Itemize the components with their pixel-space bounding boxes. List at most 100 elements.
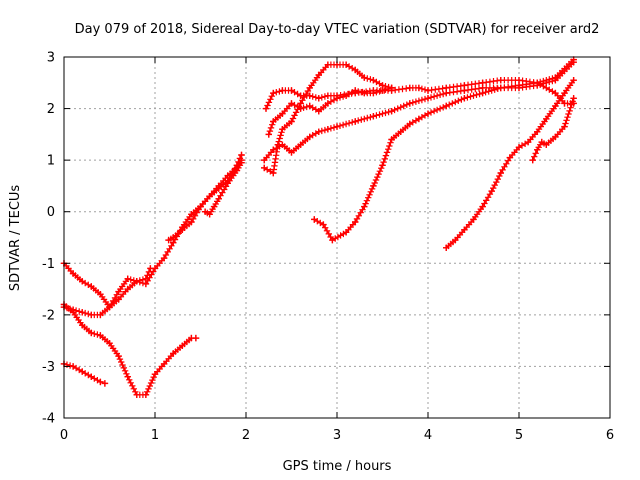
data-series-arc-12 (443, 77, 577, 251)
data-series-arc-2 (60, 301, 200, 398)
data-point (69, 306, 77, 313)
data-point (160, 360, 168, 368)
data-point (497, 77, 504, 84)
data-point (270, 118, 277, 125)
data-point (288, 118, 295, 125)
data-series-arc-6 (201, 159, 245, 218)
data-point (543, 115, 550, 123)
data-point (115, 296, 122, 303)
data-point (170, 350, 177, 357)
data-point (206, 193, 213, 200)
data-point (461, 95, 468, 102)
data-point (324, 100, 332, 107)
data-point (238, 151, 245, 159)
data-point (79, 309, 86, 316)
data-point (288, 100, 295, 107)
data-point (529, 156, 536, 164)
data-point (97, 378, 104, 386)
data-point (306, 92, 313, 99)
data-point (124, 275, 131, 282)
y-tick-label: 0 (47, 205, 55, 220)
data-point (279, 87, 286, 94)
data-point (297, 141, 304, 148)
data-point (324, 61, 332, 68)
data-point (370, 77, 377, 84)
data-point (552, 133, 559, 141)
data-point (215, 195, 222, 202)
data-point (342, 61, 350, 68)
data-point (315, 128, 322, 135)
tick-labels-layer: 0 1 2 3 4 5 6 -4 -3 -2 -1 0 1 2 3 (42, 51, 614, 444)
data-point (106, 303, 113, 311)
y-tick-label: -3 (42, 360, 55, 375)
data-point (352, 89, 359, 97)
data-point (320, 221, 327, 228)
data-point (88, 373, 95, 380)
x-tick-label: 3 (333, 428, 341, 443)
data-point (506, 154, 514, 161)
data-point (265, 131, 272, 138)
data-point (370, 87, 377, 94)
data-point (552, 74, 559, 81)
data-point (179, 342, 186, 349)
series-layer (60, 56, 577, 398)
data-point (233, 167, 241, 174)
data-point (329, 236, 336, 244)
data-point (443, 244, 450, 251)
data-point (179, 226, 186, 233)
data-point (306, 102, 313, 110)
data-point (261, 164, 268, 172)
data-point (461, 226, 468, 233)
data-point (306, 133, 313, 141)
data-point (479, 203, 486, 210)
data-point (315, 108, 322, 115)
data-point (424, 110, 432, 117)
data-point (424, 95, 432, 102)
data-point (388, 87, 395, 94)
data-point (170, 234, 177, 241)
x-tick-label: 6 (606, 428, 614, 443)
data-point (142, 391, 150, 398)
data-point (488, 187, 495, 195)
data-point (124, 285, 131, 293)
data-point (524, 138, 532, 146)
data-point (379, 162, 386, 169)
data-point (538, 138, 545, 146)
data-point (570, 95, 577, 102)
data-point (406, 120, 413, 128)
data-point (288, 87, 295, 94)
data-point (415, 115, 423, 123)
data-point (315, 95, 322, 102)
y-tick-label: -4 (42, 412, 55, 427)
data-point (97, 311, 104, 319)
data-point (206, 211, 213, 218)
data-point (262, 105, 270, 112)
data-point (210, 203, 218, 210)
data-point (370, 182, 377, 190)
data-point (534, 79, 541, 86)
data-point (279, 110, 286, 117)
data-point (452, 236, 459, 244)
data-point (534, 128, 541, 135)
data-point (261, 156, 268, 164)
data-point (352, 66, 359, 74)
data-point (133, 391, 140, 398)
data-point (352, 218, 359, 226)
data-point (470, 216, 477, 223)
data-point (515, 144, 523, 151)
data-point (297, 92, 304, 99)
data-point (165, 236, 172, 244)
y-tick-label: 2 (47, 102, 55, 117)
data-point (106, 340, 113, 347)
data-point (270, 146, 277, 153)
data-point (361, 203, 368, 210)
data-point (69, 270, 77, 277)
data-point (324, 126, 332, 133)
data-point (297, 105, 304, 112)
data-point (192, 334, 200, 342)
data-point (415, 84, 423, 92)
data-point (88, 283, 95, 290)
data-point (160, 254, 168, 262)
data-point (151, 371, 159, 378)
